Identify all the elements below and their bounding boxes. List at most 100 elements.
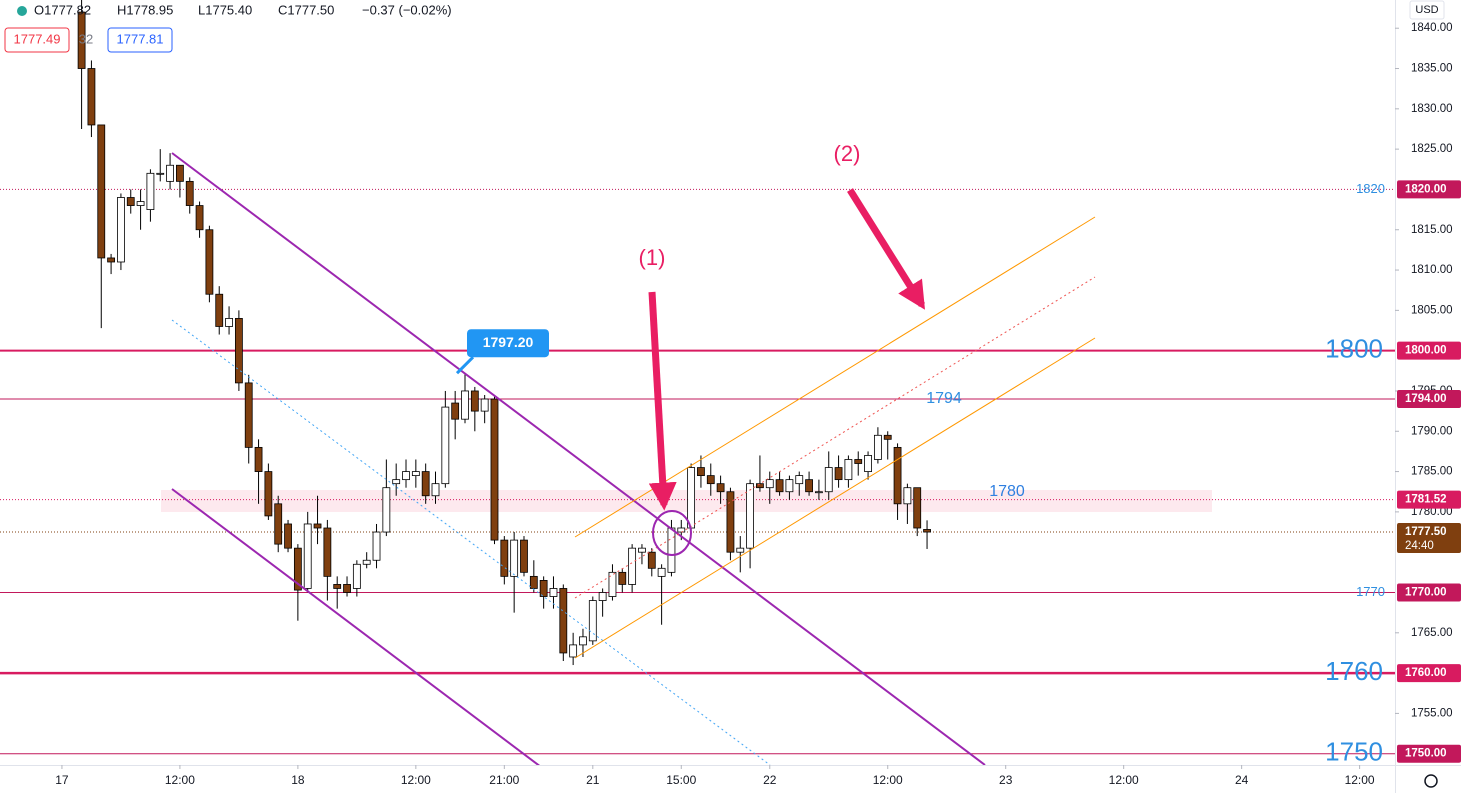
candle-body — [628, 547, 637, 585]
candle-body — [333, 584, 342, 589]
settings-icon[interactable] — [1424, 774, 1438, 788]
candle-body — [451, 402, 460, 420]
candle-body — [706, 475, 715, 485]
price-label-box — [1397, 744, 1461, 763]
x-tick-label: 24 — [1235, 773, 1249, 787]
x-tick-label: 12:00 — [1109, 773, 1139, 787]
price-box-label: 1777.81 — [117, 31, 164, 46]
x-tick-label: 12:00 — [1345, 773, 1375, 787]
candle-body — [844, 459, 853, 481]
candle-body — [156, 172, 165, 175]
candle-body — [205, 229, 214, 295]
y-tick-label: 1780.00 — [1411, 506, 1453, 518]
price-label-box — [1397, 490, 1461, 509]
price-box-label: 32 — [79, 31, 93, 46]
y-tick-label: 1835.00 — [1411, 63, 1453, 75]
candle-body — [588, 600, 597, 642]
candle-body — [677, 527, 686, 533]
candle-body — [411, 471, 420, 477]
price-box — [4, 27, 70, 53]
candle-body — [864, 455, 872, 472]
candle-body — [815, 491, 823, 494]
level-text: 1760 — [1325, 656, 1383, 686]
candle-body — [117, 197, 125, 263]
level-text: 1770 — [1356, 584, 1385, 599]
currency: USD — [1415, 4, 1438, 16]
candle-body — [873, 434, 882, 460]
y-tick-label: 1805.00 — [1411, 304, 1453, 316]
candle-body — [765, 479, 774, 489]
y-tick-label: 1825.00 — [1411, 143, 1453, 155]
candle-body — [726, 491, 735, 553]
level-text: 1750 — [1325, 737, 1383, 767]
candle-body — [176, 164, 184, 182]
candle-body — [146, 172, 155, 210]
axes: 1840.00 1835.00 1830.00 1825.00 1815.00 1810.… — [55, 22, 1461, 787]
status-dot — [17, 6, 27, 16]
candle-body — [657, 567, 666, 577]
candle-body — [490, 398, 499, 541]
candle-body — [903, 487, 912, 505]
candle-body — [421, 471, 430, 497]
y-tick-label: 1815.00 — [1411, 224, 1453, 236]
x-tick-label: 15:00 — [666, 773, 696, 787]
annotation: (2) — [834, 141, 861, 166]
channel-line — [574, 337, 1096, 659]
candle-body — [461, 390, 469, 420]
price-label: 1750.00 — [1405, 748, 1447, 760]
candle-body — [244, 382, 253, 448]
candle-body — [362, 559, 371, 565]
candle-body — [107, 257, 115, 263]
price-label: 1760.00 — [1405, 667, 1447, 679]
x-tick-label: 17 — [55, 773, 69, 787]
candle-body — [372, 531, 381, 561]
candle-body — [293, 547, 302, 591]
trend-line — [171, 319, 771, 765]
candle-body — [382, 487, 391, 533]
price-label-box — [1397, 583, 1461, 602]
candle-body — [667, 527, 676, 573]
price-label-box — [1397, 523, 1461, 554]
ohlc-value: O1777.82 — [34, 2, 91, 17]
candle-body — [470, 390, 479, 412]
candle-body — [638, 547, 646, 553]
candle-body — [834, 467, 843, 481]
price-label: 1770.00 — [1405, 587, 1447, 599]
candle-body — [775, 479, 784, 493]
candle-body — [746, 483, 754, 549]
candle-body — [549, 588, 558, 597]
y-tick-label: 1785.00 — [1411, 466, 1453, 478]
x-tick-label: 23 — [999, 773, 1013, 787]
price-label-box — [1397, 341, 1461, 360]
candle-body — [913, 487, 922, 529]
candle-body — [185, 180, 194, 206]
candle-body — [441, 406, 450, 485]
candle-body — [756, 483, 764, 489]
candle-body — [215, 293, 224, 327]
arrow — [648, 291, 677, 511]
price-label-box — [1397, 390, 1461, 409]
candle-body — [579, 636, 587, 646]
callout-box — [467, 329, 549, 358]
candle-body — [136, 201, 145, 206]
candle-body — [126, 197, 135, 206]
price-label: 1794.00 — [1405, 393, 1447, 405]
countdown: 24:40 — [1405, 540, 1434, 552]
candle-body — [402, 471, 410, 481]
candle-body — [824, 467, 833, 493]
candle-body — [303, 523, 312, 589]
y-tick-label: 1765.00 — [1411, 627, 1453, 639]
channel-line — [574, 276, 1096, 599]
price-label: 1800.00 — [1405, 345, 1447, 357]
candle-body — [284, 523, 292, 549]
candle-body — [923, 529, 931, 533]
y-tick-label: 1840.00 — [1411, 22, 1453, 34]
x-tick-label: 21 — [586, 773, 600, 787]
candles — [77, 0, 931, 666]
zone — [161, 490, 1212, 512]
header: O1777.82 H1778.95 L1775.40 C1777.50 −0.37 (−… — [4, 2, 452, 53]
candle-body — [195, 205, 204, 231]
candle-body — [87, 68, 96, 126]
candle-body — [598, 592, 607, 601]
x-tick-label: 22 — [763, 773, 777, 787]
